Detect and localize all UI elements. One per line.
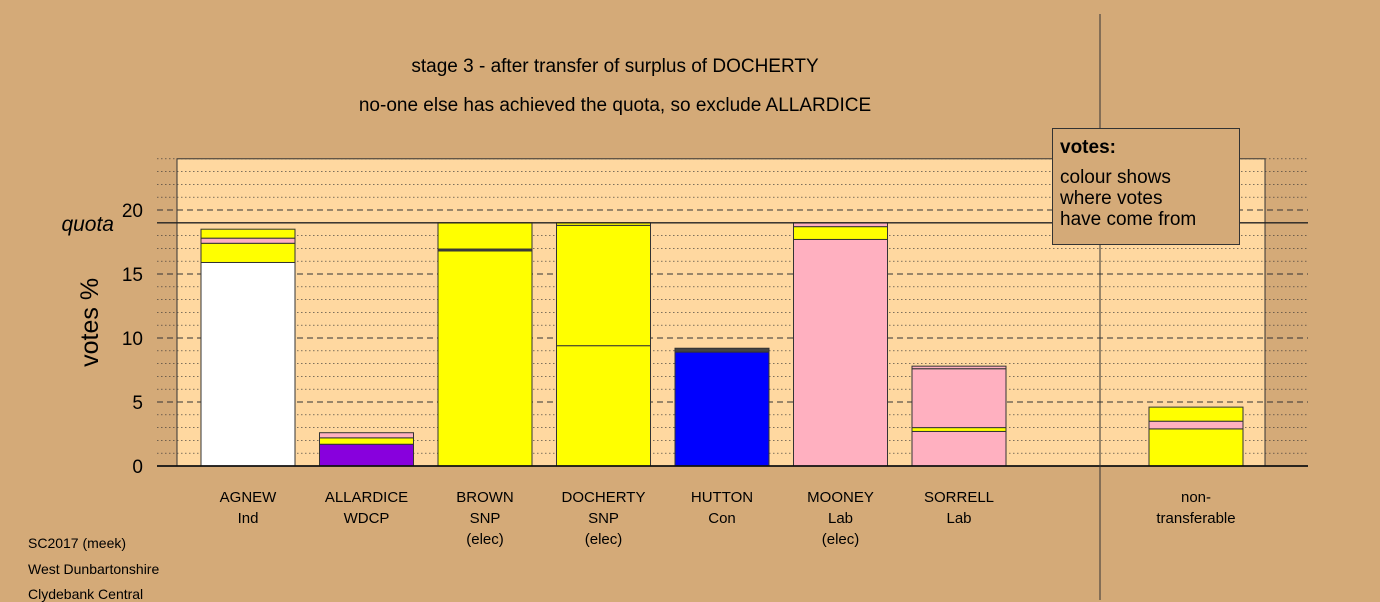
chart-subtitle: no-one else has achieved the quota, so e… bbox=[358, 95, 872, 116]
legend-line: where votes bbox=[1060, 188, 1163, 209]
bar-segment bbox=[556, 345, 651, 467]
category-label: AGNEW Ind bbox=[220, 489, 278, 527]
bar-segment bbox=[200, 228, 296, 239]
bar-segment bbox=[911, 430, 1007, 467]
bar-segment bbox=[1148, 406, 1244, 422]
category-label: HUTTON Con bbox=[691, 489, 753, 527]
category-label-line: (elec) bbox=[466, 531, 504, 548]
bar-segment bbox=[793, 238, 888, 467]
category-label: MOONEY Lab (elec) bbox=[807, 489, 874, 548]
quota-label: quota bbox=[61, 213, 114, 236]
bar-segment bbox=[437, 222, 533, 250]
legend-title: votes: bbox=[1060, 137, 1116, 158]
category-label-line: WDCP bbox=[344, 510, 390, 527]
bar-segment bbox=[319, 432, 414, 439]
legend-box: votes: colour shows where votes have com… bbox=[1052, 128, 1240, 245]
legend-line: colour shows bbox=[1060, 167, 1171, 188]
category-label-line: (elec) bbox=[585, 531, 623, 548]
category-label-line: MOONEY bbox=[807, 489, 874, 506]
bar-group bbox=[200, 222, 1244, 467]
y-tick-label: 0 bbox=[132, 457, 143, 478]
bar-segment bbox=[674, 347, 770, 353]
bar-segment bbox=[911, 365, 1007, 370]
bar-segment bbox=[200, 242, 296, 263]
bar-segment bbox=[1148, 428, 1244, 467]
category-label-line: non- bbox=[1181, 489, 1211, 506]
bar-segment bbox=[200, 261, 296, 467]
category-label-line: ALLARDICE bbox=[325, 489, 408, 506]
category-label: non-transferable bbox=[1156, 489, 1235, 527]
bar-segment bbox=[911, 427, 1007, 432]
footer-ward: Clydebank Central bbox=[28, 586, 144, 602]
chart-title: stage 3 - after transfer of surplus of D… bbox=[411, 56, 819, 77]
category-label-line: SNP bbox=[470, 510, 501, 527]
bar-segment bbox=[437, 250, 533, 467]
y-tick-label: 10 bbox=[122, 329, 143, 350]
category-label-line: (elec) bbox=[822, 531, 860, 548]
y-axis-label: votes % bbox=[76, 278, 104, 367]
y-tick-label: 15 bbox=[122, 265, 143, 286]
bar-segment bbox=[911, 368, 1007, 429]
bar-segment bbox=[556, 224, 651, 347]
y-tick-label: 5 bbox=[132, 393, 143, 414]
bar-segment bbox=[674, 351, 770, 467]
category-label-line: Lab bbox=[946, 510, 971, 527]
bar-segment bbox=[200, 237, 296, 244]
category-label: DOCHERTY SNP (elec) bbox=[562, 489, 646, 548]
category-label: ALLARDICE WDCP bbox=[325, 489, 408, 527]
category-label-line: BROWN bbox=[456, 489, 514, 506]
category-label-line: SORRELL bbox=[924, 489, 994, 506]
legend-line: have come from bbox=[1060, 209, 1197, 230]
bar-segment bbox=[319, 443, 414, 467]
y-tick-label: 20 bbox=[122, 201, 143, 222]
footer-council: West Dunbartonshire bbox=[28, 561, 160, 577]
category-label-line: AGNEW bbox=[220, 489, 278, 506]
bar-segment bbox=[1148, 420, 1244, 430]
bar-segment bbox=[793, 226, 888, 240]
footer-method: SC2017 (meek) bbox=[28, 535, 127, 551]
category-label-line: Lab bbox=[828, 510, 853, 527]
category-label-line: HUTTON bbox=[691, 489, 753, 506]
category-label-line: transferable bbox=[1156, 510, 1235, 527]
category-label-line: SNP bbox=[588, 510, 619, 527]
category-label-line: Con bbox=[708, 510, 736, 527]
category-label-line: Ind bbox=[238, 510, 259, 527]
category-label-line: DOCHERTY bbox=[562, 489, 646, 506]
bar-segment bbox=[319, 437, 414, 445]
category-label: SORRELL Lab bbox=[924, 489, 994, 527]
category-label: BROWN SNP (elec) bbox=[456, 489, 514, 548]
